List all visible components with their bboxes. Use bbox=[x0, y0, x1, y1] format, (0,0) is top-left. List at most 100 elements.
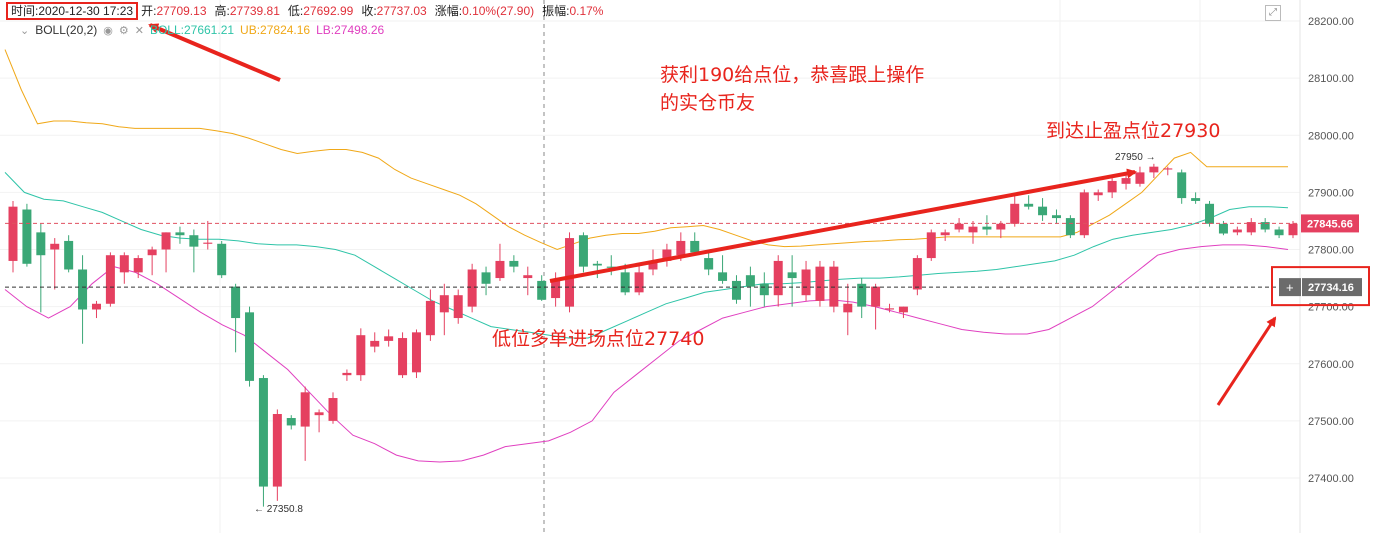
candle-30 bbox=[425, 289, 435, 341]
y-tick-label-8: 27400.00 bbox=[1308, 473, 1354, 485]
candle-37 bbox=[523, 266, 533, 296]
annotation-overlay: 27845.66 + 27734.16 ← 27350.8 27950 → bbox=[5, 23, 1370, 515]
change-label: 涨幅: bbox=[434, 4, 463, 18]
current-price-badge bbox=[1302, 278, 1362, 297]
candle-73 bbox=[1024, 195, 1034, 210]
candle-body-92 bbox=[1288, 223, 1298, 236]
candle-63 bbox=[885, 303, 895, 313]
candle-45 bbox=[634, 263, 644, 296]
candle-body-28 bbox=[398, 338, 408, 376]
candle-33 bbox=[467, 263, 477, 313]
ohlc-header: 时间:2020-12-30 17:23 开:27709.13 高:27739.81 低… bbox=[6, 2, 611, 20]
candle-body-71 bbox=[996, 223, 1006, 230]
candle-62 bbox=[871, 283, 881, 330]
candle-0 bbox=[8, 200, 18, 273]
gear-icon[interactable]: ⚙ bbox=[118, 25, 129, 37]
candle-83 bbox=[1163, 166, 1173, 176]
profit-annotation-line1: 获利190给点位，恭喜跟上操作 bbox=[660, 64, 925, 86]
candle-body-88 bbox=[1232, 229, 1242, 233]
candle-body-9 bbox=[133, 258, 143, 273]
candle-body-10 bbox=[147, 249, 157, 256]
candle-body-67 bbox=[940, 232, 950, 236]
indicator-name[interactable]: BOLL(20,2) bbox=[35, 23, 98, 37]
candle-body-48 bbox=[676, 240, 686, 256]
candle-body-73 bbox=[1024, 203, 1034, 207]
candle-76 bbox=[1065, 215, 1075, 239]
candle-26 bbox=[370, 332, 380, 353]
change-value: 0.10%(27.90) bbox=[462, 4, 535, 18]
y-tick-label-2: 28000.00 bbox=[1308, 130, 1354, 142]
candle-5 bbox=[78, 255, 88, 344]
candle-35 bbox=[495, 243, 505, 281]
candle-10 bbox=[147, 246, 157, 276]
candle-20 bbox=[286, 415, 296, 430]
candle-body-21 bbox=[300, 392, 310, 427]
candle-body-44 bbox=[620, 272, 630, 293]
candle-body-87 bbox=[1218, 223, 1228, 234]
candle-38 bbox=[537, 275, 547, 301]
amplitude-value: 0.17% bbox=[569, 4, 604, 18]
candle-7 bbox=[105, 252, 115, 307]
candle-34 bbox=[481, 266, 491, 296]
candle-23 bbox=[328, 392, 338, 424]
candle-body-74 bbox=[1038, 206, 1048, 216]
candle-22 bbox=[314, 409, 324, 433]
candle-68 bbox=[954, 218, 964, 233]
candle-body-70 bbox=[982, 226, 992, 230]
close-icon[interactable]: ✕ bbox=[134, 25, 144, 37]
chevron-down-icon[interactable]: ⌄ bbox=[20, 25, 30, 37]
candle-41 bbox=[578, 232, 588, 273]
candle-90 bbox=[1260, 218, 1270, 233]
candle-body-27 bbox=[384, 336, 394, 341]
candle-43 bbox=[606, 255, 616, 276]
eye-icon[interactable]: ◉ bbox=[103, 25, 113, 37]
ub-value: UB:27824.16 bbox=[240, 23, 311, 37]
take-profit-annotation: 到达止盈点位27930 bbox=[1046, 120, 1221, 142]
candle-89 bbox=[1246, 218, 1256, 236]
candle-body-84 bbox=[1177, 172, 1187, 199]
candle-body-57 bbox=[801, 269, 811, 296]
y-tick-label-1: 28100.00 bbox=[1308, 73, 1354, 85]
candle-27 bbox=[384, 329, 394, 347]
candle-74 bbox=[1038, 198, 1048, 221]
candle-60 bbox=[843, 283, 853, 336]
candle-body-18 bbox=[258, 378, 268, 487]
candle-body-3 bbox=[50, 243, 60, 250]
y-tick-label-3: 27900.00 bbox=[1308, 187, 1354, 199]
candle-14 bbox=[203, 220, 213, 250]
candle-40 bbox=[565, 232, 575, 313]
candle-19 bbox=[272, 409, 282, 501]
candle-28 bbox=[398, 332, 408, 379]
candle-body-19 bbox=[272, 414, 282, 487]
candle-body-15 bbox=[217, 243, 227, 276]
candle-86 bbox=[1205, 200, 1215, 227]
candle-29 bbox=[411, 329, 421, 379]
candle-body-63 bbox=[885, 308, 895, 310]
candle-21 bbox=[300, 386, 310, 461]
high-marker-label: 27950 → bbox=[1115, 152, 1156, 163]
candle-body-80 bbox=[1121, 178, 1131, 184]
candle-61 bbox=[857, 278, 867, 319]
expand-icon[interactable]: ⤢ bbox=[1265, 5, 1281, 21]
candle-17 bbox=[245, 306, 255, 387]
y-tick-label-6: 27600.00 bbox=[1308, 359, 1354, 371]
candle-body-56 bbox=[787, 272, 797, 279]
candle-9 bbox=[133, 255, 143, 279]
close-label: 收: bbox=[361, 4, 377, 18]
candle-body-47 bbox=[662, 249, 672, 261]
candle-18 bbox=[258, 375, 268, 507]
candle-32 bbox=[453, 289, 463, 324]
candle-58 bbox=[815, 260, 825, 307]
candle-body-81 bbox=[1135, 172, 1145, 184]
candle-body-25 bbox=[356, 335, 366, 376]
candle-body-2 bbox=[36, 232, 46, 256]
candle-72 bbox=[1010, 195, 1020, 227]
candle-2 bbox=[36, 223, 46, 313]
close-value: 27737.03 bbox=[376, 4, 427, 18]
candle-body-42 bbox=[592, 263, 602, 266]
candle-42 bbox=[592, 260, 602, 279]
candle-body-1 bbox=[22, 209, 32, 264]
candle-body-8 bbox=[119, 255, 129, 273]
candle-66 bbox=[926, 229, 936, 261]
